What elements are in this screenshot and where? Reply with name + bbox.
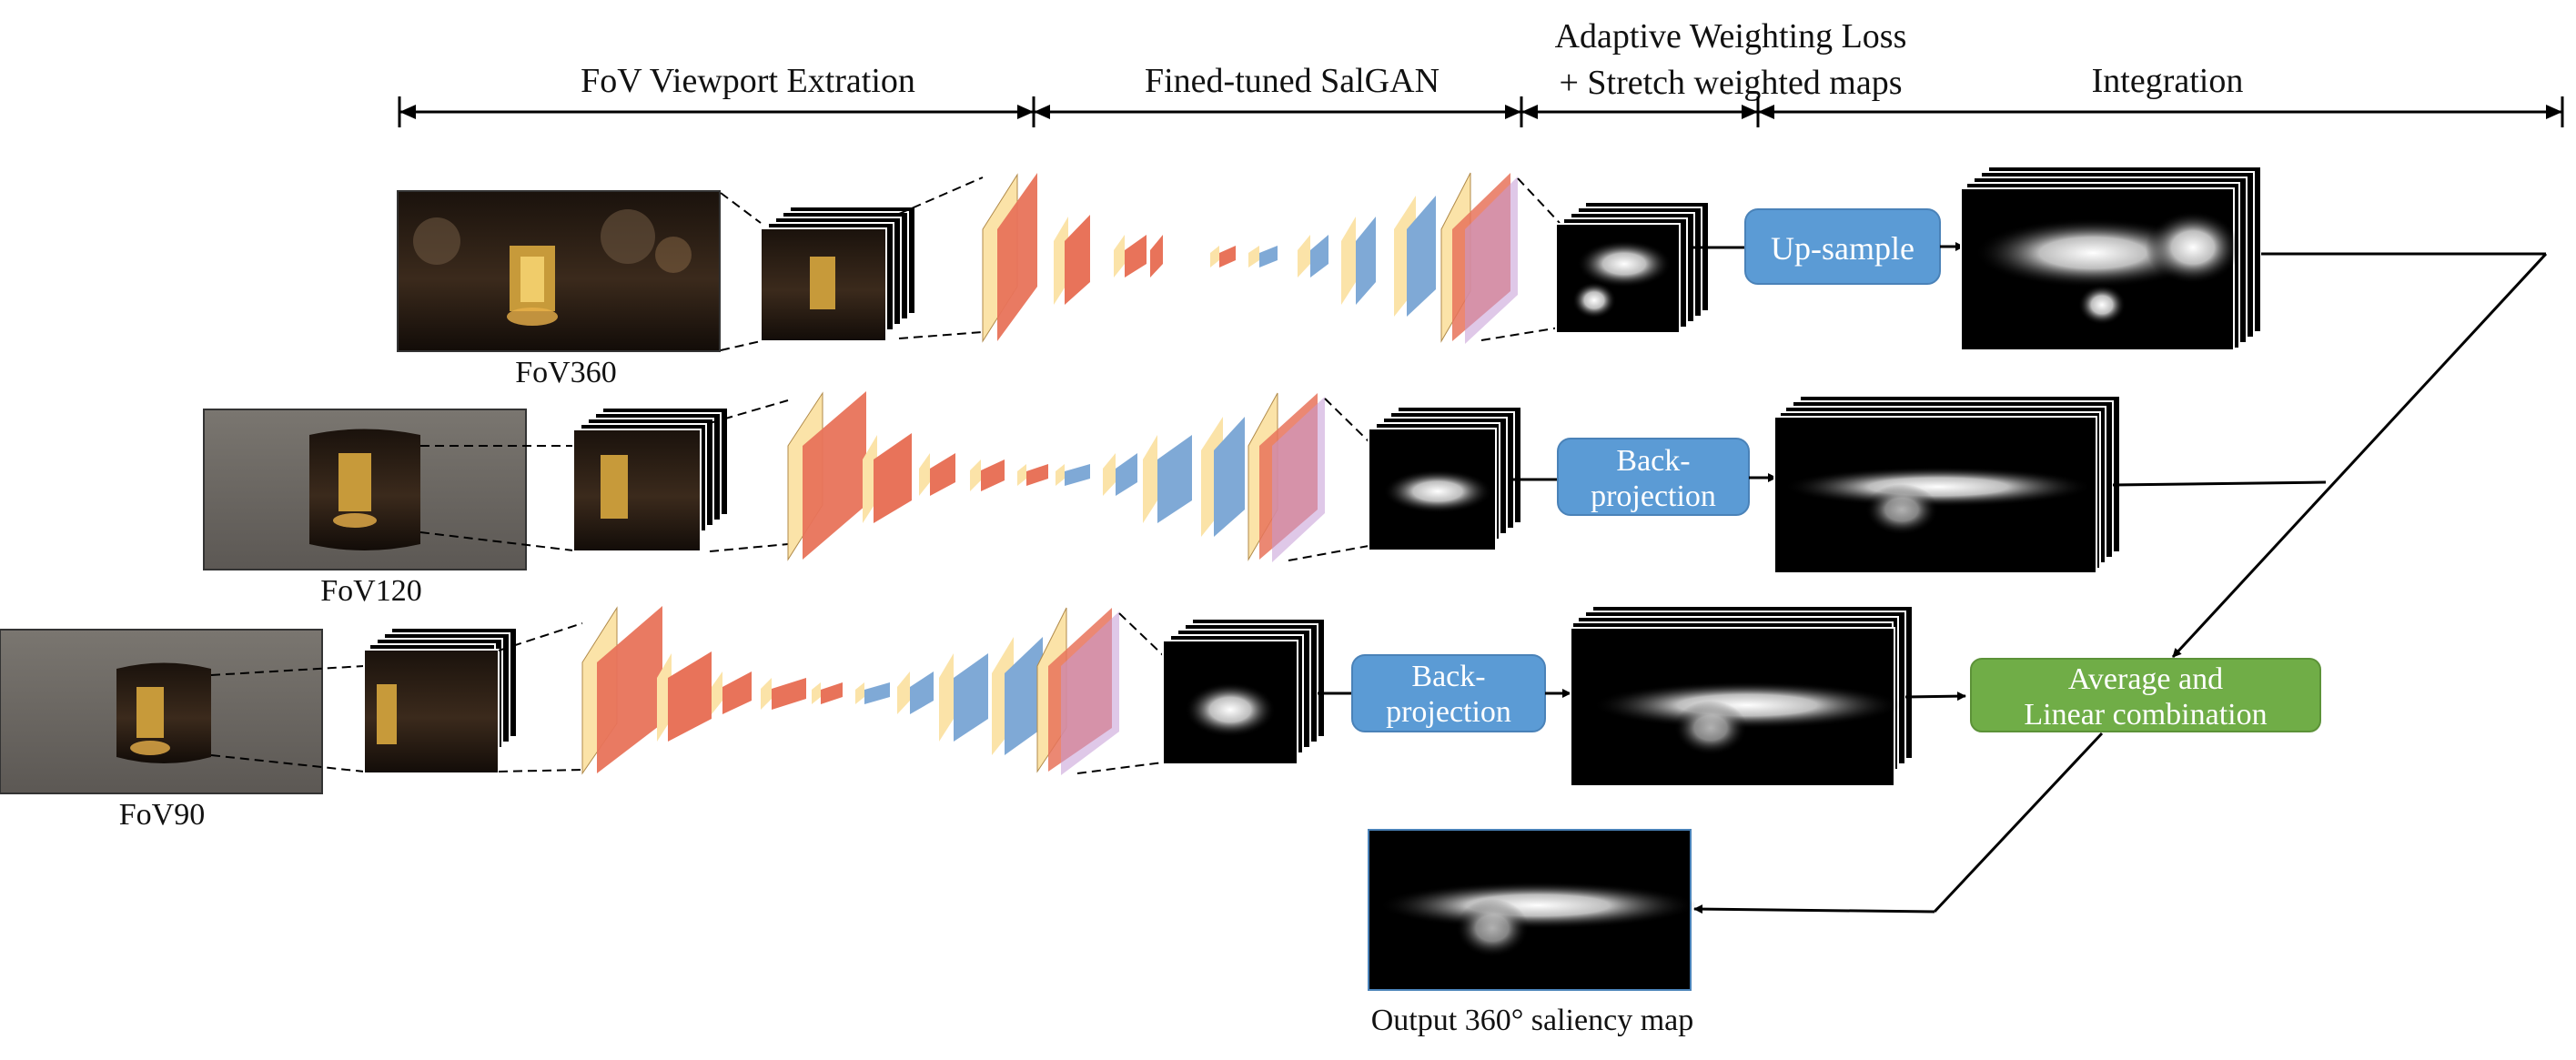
zoom-line: [1118, 612, 1164, 656]
zoom-line: [1517, 177, 1561, 224]
zoom-line: [498, 622, 583, 651]
zoom-line: [709, 543, 789, 552]
fov90-saliency-stack: [1162, 618, 1326, 765]
section-label-integration: Integration: [2092, 62, 2244, 100]
fov90-salgan-network: [581, 606, 1119, 775]
header-arrowhead: [1521, 105, 1538, 119]
upsample-box: Up-sample: [1744, 208, 1941, 285]
zoom-line: [1288, 545, 1369, 561]
backprojection-2-line1: Back-: [1411, 660, 1485, 693]
row-fov90: FoV90: [0, 605, 2321, 832]
arrow-line: [1933, 732, 2104, 914]
combination-line2: Linear combination: [2024, 698, 2267, 732]
zoom-line: [419, 531, 574, 551]
header-arrowhead: [399, 105, 416, 119]
arrow-line: [1904, 692, 1966, 702]
fov360-salgan-network: [982, 172, 1518, 344]
header-arrowhead: [1742, 105, 1758, 119]
combination-box: Average and Linear combination: [1970, 658, 2321, 732]
fov360-upsampled-stack: [1960, 166, 2262, 351]
fov120-label: FoV120: [320, 574, 421, 608]
fov120-saliency-stack: [1368, 406, 1522, 551]
output-label: Output 360° saliency map: [1371, 1004, 1693, 1037]
backprojection-1-line2: projection: [1591, 480, 1716, 513]
backprojection-2-line2: projection: [1386, 695, 1511, 729]
backprojection-1-line1: Back-: [1616, 444, 1690, 478]
fov120-salgan-network: [787, 391, 1325, 562]
fov90-label: FoV90: [119, 798, 205, 832]
integration-arrows: [1693, 252, 2548, 914]
combination-line1: Average and: [2068, 662, 2223, 696]
zoom-line: [210, 754, 365, 772]
fov120-backprojected-stack: [1773, 395, 2121, 574]
arrow-line: [1693, 904, 1935, 914]
row-fov360: FoV360: [397, 166, 2546, 389]
output-saliency-map: [1368, 829, 1697, 991]
zoom-line: [1324, 398, 1369, 442]
zoom-line: [1076, 762, 1164, 774]
fov360-viewport-stack: [760, 206, 916, 342]
connector-line: [2112, 480, 2327, 487]
zoom-line: [1480, 327, 1561, 341]
zoom-line: [720, 192, 762, 224]
section-label-adaptive-line1: Adaptive Weighting Loss: [1555, 17, 1907, 56]
zoom-line: [720, 340, 762, 351]
header-arrowhead: [2546, 105, 2562, 119]
fov90-backprojected-stack: [1570, 605, 1914, 787]
zoom-line: [210, 665, 365, 676]
header-arrowhead: [1505, 105, 1521, 119]
fov360-label: FoV360: [515, 356, 616, 389]
zoom-line: [898, 177, 984, 215]
backprojection-box-2: Back- projection: [1351, 654, 1546, 732]
header-arrowhead: [1034, 105, 1050, 119]
fov120-viewport-stack: [572, 407, 729, 552]
upsample-label: Up-sample: [1771, 230, 1914, 267]
backprojection-box-1: Back- projection: [1557, 438, 1750, 516]
row-fov120: FoV120: [203, 391, 2327, 608]
fov360-saliency-stack: [1555, 201, 1710, 334]
fov90-viewport-stack: [363, 627, 518, 774]
fov120-input-image: [203, 409, 527, 570]
arrow-line: [2171, 252, 2548, 659]
section-label-salgan: Fined-tuned SalGAN: [1145, 62, 1440, 100]
header-arrowhead: [1758, 105, 1774, 119]
section-label-adaptive-line2: + Stretch weighted maps: [1559, 64, 1902, 102]
fov90-input-image: [0, 629, 323, 794]
header: FoV Viewport Extration Fined-tuned SalGA…: [398, 17, 2564, 127]
zoom-line: [498, 769, 583, 772]
zoom-line: [898, 331, 984, 339]
section-label-fov-extraction: FoV Viewport Extration: [581, 62, 915, 100]
header-arrowhead: [1017, 105, 1034, 119]
fov360-input-image: [397, 190, 721, 352]
